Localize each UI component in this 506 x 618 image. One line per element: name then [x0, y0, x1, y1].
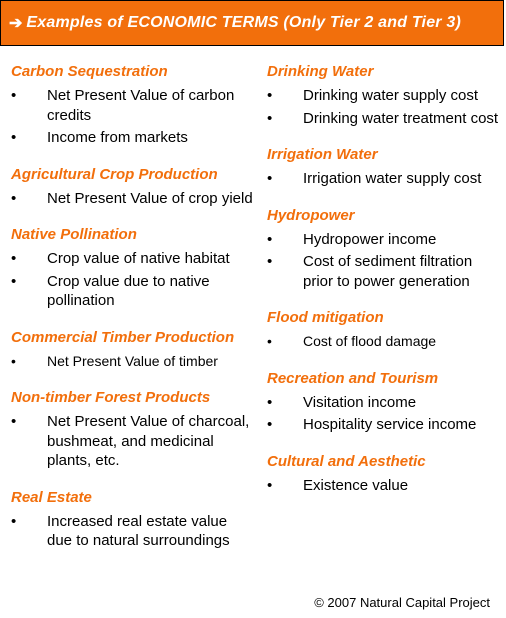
item-text: Drinking water supply cost	[303, 87, 479, 104]
list-item: • Crop value of native habitat	[11, 249, 256, 269]
item-list: • Net Present Value of charcoal, bushmeat…	[11, 412, 256, 471]
bullet-icon: •	[267, 87, 273, 104]
banner-title: Examples of ECONOMIC TERMS (Only Tier 2 …	[26, 14, 461, 31]
list-item: • Cost of sediment filtration prior to po…	[267, 252, 503, 291]
list-item: • Crop value due to native pollination	[11, 272, 256, 311]
item-list: • Existence value	[267, 476, 503, 496]
item-text: Cost of sediment filtration prior to pow…	[303, 253, 473, 290]
item-text: Increased real estate value due to natur…	[47, 512, 230, 550]
bullet-icon: •	[267, 253, 273, 270]
list-item: • Net Present Value of crop yield	[11, 189, 256, 209]
list-item: • Net Present Value of timber	[11, 352, 256, 372]
item-text: Cost of flood damage	[303, 333, 437, 349]
list-item: • Net Present Value of carbon credits	[11, 86, 256, 125]
list-item: • Existence value	[267, 476, 503, 496]
section-non-timber-forest-products: Non-timber Forest Products • Net Present …	[11, 389, 256, 471]
right-column: Drinking Water • Drinking water supply co…	[267, 63, 503, 498]
item-text: Existence value	[303, 476, 409, 494]
list-item: • Irrigation water supply cost	[267, 169, 503, 189]
list-item: • Cost of flood damage	[267, 332, 503, 352]
copyright-footer: © 2007 Natural Capital Project	[314, 595, 490, 610]
item-text: Net Present Value of carbon credits	[47, 87, 235, 124]
bullet-icon: •	[11, 189, 17, 207]
item-text: Net Present Value of charcoal, bushmeat,…	[47, 413, 250, 469]
bullet-icon: •	[267, 170, 273, 187]
bullet-icon: •	[11, 250, 17, 267]
section-flood-mitigation: Flood mitigation • Cost of flood damage	[267, 309, 503, 352]
section-carbon-sequestration: Carbon Sequestration • Net Present Value …	[11, 63, 256, 148]
bullet-icon: •	[267, 230, 273, 248]
section-heading: Recreation and Tourism	[267, 369, 439, 387]
item-text: Net Present Value of timber	[47, 352, 218, 369]
section-commercial-timber-production: Commercial Timber Production • Net Presen…	[11, 329, 256, 372]
title-banner: ➔ Examples of ECONOMIC TERMS (Only Tier …	[0, 0, 504, 46]
item-list: • Irrigation water supply cost	[267, 169, 503, 189]
section-drinking-water: Drinking Water • Drinking water supply co…	[267, 63, 503, 128]
section-irrigation-water: Irrigation Water • Irrigation water suppl…	[267, 146, 503, 189]
item-text: Irrigation water supply cost	[303, 170, 482, 187]
item-list: • Net Present Value of carbon credits • In…	[11, 86, 256, 148]
bullet-icon: •	[11, 272, 17, 290]
bullet-icon: •	[267, 109, 273, 127]
item-text: Income from markets	[47, 129, 188, 146]
section-heading: Irrigation Water	[267, 146, 378, 163]
section-heading: Real Estate	[11, 488, 92, 506]
section-recreation-and-tourism: Recreation and Tourism • Visitation incom…	[267, 370, 503, 435]
list-item: • Drinking water supply cost	[267, 86, 503, 106]
section-heading: Flood mitigation	[267, 309, 384, 326]
list-item: • Visitation income	[267, 393, 503, 413]
section-heading: Native Pollination	[11, 226, 137, 243]
section-heading: Drinking Water	[267, 63, 374, 80]
section-heading: Carbon Sequestration	[11, 63, 168, 80]
section-heading: Agricultural Crop Production	[11, 165, 218, 183]
section-native-pollination: Native Pollination • Crop value of native…	[11, 226, 256, 311]
section-real-estate: Real Estate • Increased real estate value…	[11, 489, 256, 551]
bullet-icon: •	[267, 416, 273, 433]
bullet-icon: •	[11, 129, 17, 146]
left-column: Carbon Sequestration • Net Present Value …	[11, 63, 256, 554]
item-text: Visitation income	[303, 393, 417, 411]
bullet-icon: •	[11, 87, 17, 104]
section-heading: Non-timber Forest Products	[11, 389, 211, 406]
item-list: • Visitation income • Hospitality service …	[267, 393, 503, 435]
item-text: Crop value of native habitat	[47, 250, 230, 267]
section-cultural-and-aesthetic: Cultural and Aesthetic • Existence value	[267, 453, 503, 496]
item-list: • Crop value of native habitat • Crop valu…	[11, 249, 256, 311]
section-heading: Commercial Timber Production	[11, 328, 235, 346]
section-heading: Hydropower	[267, 206, 355, 224]
section-agricultural-crop-production: Agricultural Crop Production • Net Presen…	[11, 166, 256, 209]
list-item: • Net Present Value of charcoal, bushmeat…	[11, 412, 256, 471]
bullet-icon: •	[267, 333, 272, 349]
item-text: Drinking water treatment cost	[303, 109, 499, 127]
item-text: Crop value due to native pollination	[47, 272, 210, 310]
bullet-icon: •	[11, 413, 17, 430]
bullet-icon: •	[11, 352, 16, 369]
item-list: • Drinking water supply cost • Drinking wa…	[267, 86, 503, 128]
item-list: • Net Present Value of crop yield	[11, 189, 256, 209]
bullet-icon: •	[267, 393, 273, 411]
section-heading: Cultural and Aesthetic	[267, 452, 426, 470]
list-item: • Drinking water treatment cost	[267, 109, 503, 129]
bullet-icon: •	[267, 476, 273, 494]
list-item: • Hydropower income	[267, 230, 503, 250]
item-list: • Hydropower income • Cost of sediment fil…	[267, 230, 503, 292]
item-list: • Increased real estate value due to natu…	[11, 512, 256, 551]
list-item: • Income from markets	[11, 128, 256, 148]
item-text: Net Present Value of crop yield	[47, 189, 253, 207]
item-list: • Cost of flood damage	[267, 332, 503, 352]
item-text: Hydropower income	[303, 230, 437, 248]
arrow-icon: ➔	[9, 15, 23, 32]
list-item: • Increased real estate value due to natu…	[11, 512, 256, 551]
item-text: Hospitality service income	[303, 416, 477, 433]
bullet-icon: •	[11, 512, 17, 530]
item-list: • Net Present Value of timber	[11, 352, 256, 372]
list-item: • Hospitality service income	[267, 415, 503, 435]
section-hydropower: Hydropower • Hydropower income • Cost of s…	[267, 207, 503, 292]
